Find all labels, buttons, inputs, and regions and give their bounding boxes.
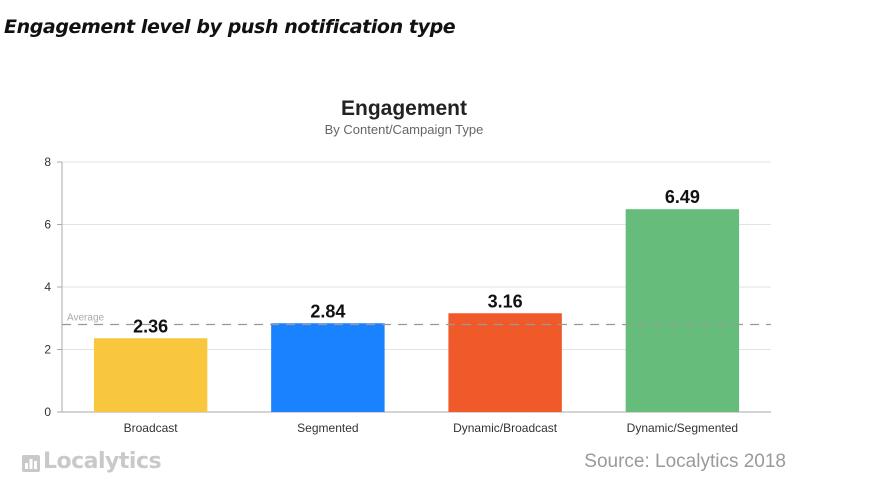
y-tick-label: 2 [44, 343, 51, 357]
category-label: Dynamic/Segmented [627, 421, 738, 435]
page-heading: Engagement level by push notification ty… [4, 16, 456, 38]
chart-title: Engagement [341, 97, 467, 120]
source-note: Source: Localytics 2018 [584, 451, 786, 472]
y-tick-label: 4 [44, 280, 51, 294]
logo-text: Localytics [43, 449, 162, 474]
category-label: Dynamic/Broadcast [453, 421, 558, 435]
bar [271, 323, 385, 412]
value-label: 6.49 [665, 187, 700, 207]
bar [93, 338, 208, 412]
y-tick-label: 8 [44, 155, 51, 169]
bars [93, 209, 740, 412]
y-tick-label: 6 [44, 218, 51, 232]
category-label: Broadcast [124, 421, 179, 435]
x-axis: Broadcast Segmented Dynamic/Broadcast Dynam… [124, 421, 738, 435]
bar [448, 313, 562, 412]
category-label: Segmented [297, 421, 358, 435]
average-line-group: Average [62, 313, 771, 326]
chart-subtitle: By Content/Campaign Type [325, 122, 484, 137]
average-label: Average [67, 313, 105, 324]
bar [625, 209, 740, 412]
value-labels: 2.36 2.84 3.16 6.49 [133, 187, 700, 336]
value-label: 2.36 [133, 316, 168, 336]
value-label: 3.16 [488, 291, 523, 311]
y-tick-label: 0 [44, 405, 51, 419]
value-label: 2.84 [310, 301, 345, 321]
localytics-logo: Localytics [22, 449, 162, 474]
bar-chart-icon [22, 454, 40, 472]
